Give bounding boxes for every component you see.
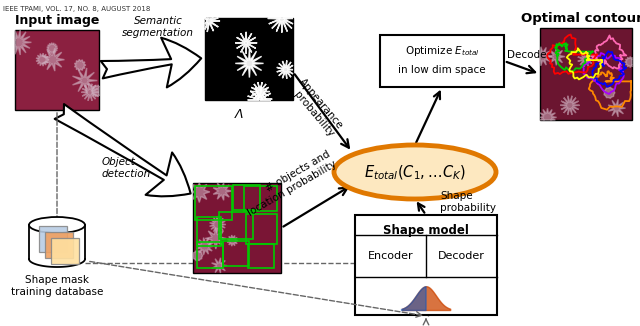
- Text: Semantic
segmentation: Semantic segmentation: [122, 16, 194, 38]
- Polygon shape: [540, 108, 557, 120]
- Ellipse shape: [334, 145, 496, 199]
- Polygon shape: [540, 47, 552, 66]
- Polygon shape: [548, 48, 565, 65]
- Text: IEEE TPAMI, VOL. 17, NO. 8, AUGUST 2018: IEEE TPAMI, VOL. 17, NO. 8, AUGUST 2018: [3, 6, 150, 12]
- Polygon shape: [578, 52, 593, 67]
- FancyBboxPatch shape: [193, 183, 281, 273]
- Polygon shape: [276, 60, 293, 79]
- Polygon shape: [209, 216, 226, 233]
- FancyBboxPatch shape: [205, 18, 293, 100]
- Polygon shape: [625, 57, 632, 67]
- Polygon shape: [91, 85, 99, 97]
- Text: # objects and
location probability: # objects and location probability: [240, 149, 338, 218]
- Text: Input image: Input image: [15, 14, 99, 27]
- FancyBboxPatch shape: [39, 226, 67, 252]
- Text: Shape model: Shape model: [383, 224, 469, 237]
- Polygon shape: [604, 87, 615, 98]
- Polygon shape: [42, 48, 65, 71]
- Text: Λ: Λ: [235, 108, 243, 121]
- Text: in low dim space: in low dim space: [398, 65, 486, 75]
- Text: $E_{total}(C_1,\ldots C_K)$: $E_{total}(C_1,\ldots C_K)$: [364, 164, 466, 182]
- Polygon shape: [560, 96, 580, 115]
- Polygon shape: [193, 251, 203, 260]
- Polygon shape: [15, 30, 31, 55]
- FancyBboxPatch shape: [540, 28, 632, 120]
- Polygon shape: [250, 82, 269, 100]
- Polygon shape: [212, 258, 227, 273]
- Text: Decode: Decode: [508, 50, 547, 60]
- FancyBboxPatch shape: [45, 232, 73, 258]
- Text: Appearance
probability: Appearance probability: [288, 77, 345, 139]
- Text: Encoder: Encoder: [368, 251, 413, 261]
- FancyBboxPatch shape: [355, 215, 497, 315]
- Polygon shape: [196, 238, 214, 255]
- Polygon shape: [36, 53, 49, 66]
- Ellipse shape: [29, 217, 85, 233]
- Polygon shape: [227, 235, 238, 246]
- Polygon shape: [205, 228, 227, 249]
- Polygon shape: [205, 18, 220, 32]
- FancyBboxPatch shape: [29, 225, 85, 267]
- Polygon shape: [268, 18, 293, 33]
- Text: Optimize $E_{total}$: Optimize $E_{total}$: [404, 44, 479, 58]
- Text: Shape mask
training database: Shape mask training database: [11, 275, 103, 297]
- Polygon shape: [235, 32, 257, 54]
- FancyBboxPatch shape: [380, 35, 504, 87]
- Text: Shape
probability: Shape probability: [440, 191, 496, 213]
- Polygon shape: [81, 84, 99, 101]
- FancyBboxPatch shape: [15, 30, 99, 110]
- Text: Decoder: Decoder: [438, 251, 485, 261]
- Polygon shape: [236, 49, 264, 78]
- Text: Object
detection: Object detection: [102, 157, 151, 179]
- Polygon shape: [47, 43, 58, 54]
- FancyBboxPatch shape: [51, 238, 79, 264]
- Text: Optimal contours: Optimal contours: [521, 12, 640, 25]
- Polygon shape: [72, 68, 97, 93]
- Polygon shape: [248, 87, 272, 100]
- Polygon shape: [74, 59, 86, 71]
- Polygon shape: [193, 183, 210, 202]
- Polygon shape: [213, 183, 232, 200]
- Polygon shape: [608, 99, 625, 117]
